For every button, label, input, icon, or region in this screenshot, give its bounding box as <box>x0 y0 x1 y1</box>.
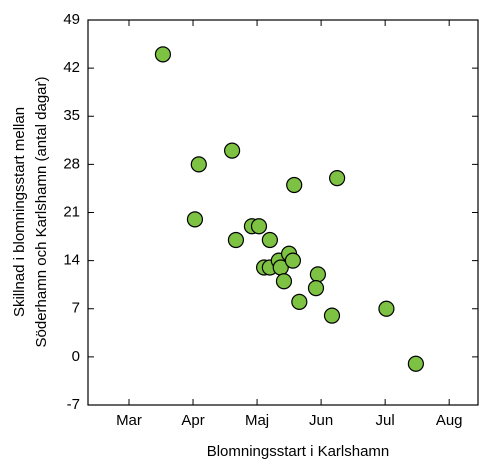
y-tick-label: 49 <box>63 11 80 28</box>
x-tick-label: Maj <box>245 412 269 429</box>
point <box>307 280 325 297</box>
y-tick-label: 14 <box>63 252 80 269</box>
point <box>329 170 346 187</box>
y-tick-label: 21 <box>63 203 80 220</box>
y-tick-label: 7 <box>72 300 80 317</box>
point <box>186 211 204 228</box>
point <box>407 355 424 372</box>
y-axis-label: Söderhamn och Karlshamn (antal dagar) <box>33 77 50 348</box>
point <box>378 300 395 317</box>
point <box>190 156 207 173</box>
x-tick-label: Jun <box>309 412 333 429</box>
x-tick-label: Apr <box>181 412 204 429</box>
point <box>227 231 245 249</box>
y-tick-label: 35 <box>63 107 80 124</box>
plot-frame <box>87 19 479 406</box>
point <box>323 307 341 324</box>
point <box>291 293 308 310</box>
x-tick-label: Aug <box>436 412 463 429</box>
point <box>286 176 303 194</box>
point <box>223 142 241 159</box>
x-axis-label: Blomningsstart i Karlshamn <box>207 443 390 460</box>
point <box>309 266 327 283</box>
point <box>261 231 278 249</box>
point <box>250 218 268 235</box>
x-tick-label: Mar <box>116 412 142 429</box>
point <box>275 273 293 290</box>
point <box>284 252 302 269</box>
y-tick-label: 28 <box>63 155 80 172</box>
point <box>154 46 172 63</box>
y-axis-label: Skillnad i blomningsstart mellan <box>11 107 28 317</box>
y-tick-label: -7 <box>67 396 80 413</box>
x-tick-label: Jul <box>376 412 395 429</box>
y-tick-label: 0 <box>72 348 80 365</box>
y-tick-label: 42 <box>63 59 80 76</box>
